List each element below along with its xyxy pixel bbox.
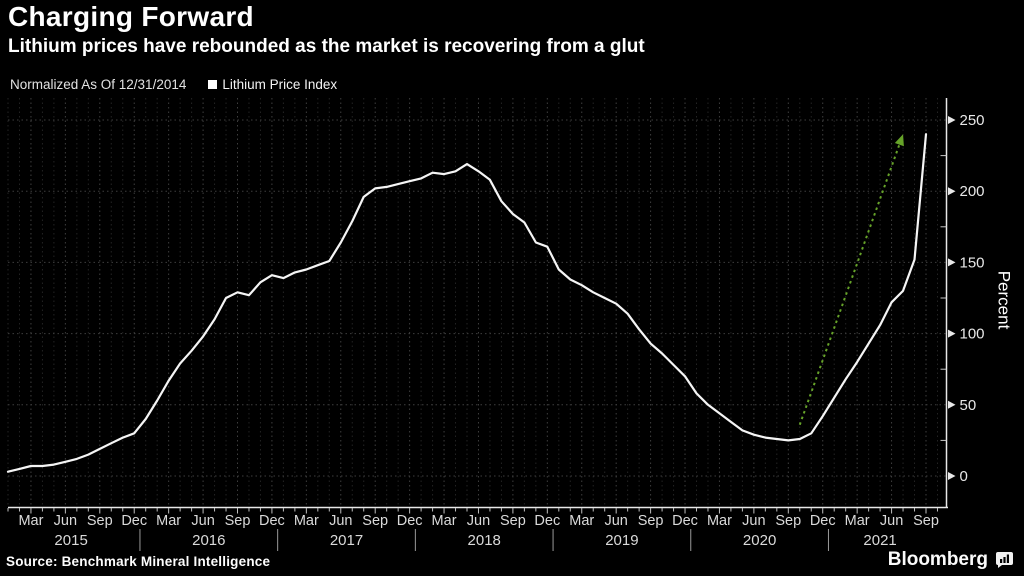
y-major-tick — [948, 258, 956, 267]
legend-normalization-note: Normalized As Of 12/31/2014 — [10, 77, 187, 92]
y-tick-label: 0 — [960, 468, 968, 485]
x-month-label: Jun — [191, 513, 214, 529]
y-major-tick — [948, 400, 956, 409]
y-axis: 0 50 100 150 200 250 Percent — [940, 112, 1014, 485]
x-year-label: 2017 — [330, 532, 363, 549]
x-month-label: Jun — [467, 513, 490, 529]
legend: Normalized As Of 12/31/2014 Lithium Pric… — [10, 77, 337, 92]
x-month-label: Sep — [775, 513, 801, 529]
x-month-label: Dec — [121, 513, 147, 529]
x-month-label: Mar — [845, 513, 870, 529]
series-swatch-icon — [208, 80, 218, 89]
y-major-tick — [948, 116, 956, 124]
chart-subtitle: Lithium prices have rebounded as the mar… — [8, 36, 645, 57]
x-month-label: Sep — [87, 513, 113, 529]
y-tick-label: 100 — [960, 326, 985, 343]
y-tick-label: 200 — [960, 183, 985, 200]
x-year-label: 2018 — [468, 532, 501, 549]
x-month-label: Dec — [259, 513, 285, 529]
bloomberg-terminal-icon — [996, 552, 1013, 568]
y-tick-label: 150 — [960, 254, 985, 271]
y-major-tick — [948, 329, 956, 338]
x-year-label: 2020 — [743, 532, 776, 549]
x-month-label: Mar — [18, 513, 43, 529]
source-attribution: Source: Benchmark Mineral Intelligence — [6, 554, 271, 569]
arrowhead-icon — [894, 134, 904, 147]
x-month-label: Sep — [362, 513, 388, 529]
x-month-label: Sep — [225, 513, 251, 529]
x-month-label: Mar — [432, 513, 457, 529]
x-month-label: Dec — [397, 513, 423, 529]
legend-series-entry: Lithium Price Index — [208, 77, 337, 92]
y-major-tick — [948, 472, 956, 480]
y-major-tick — [948, 187, 956, 196]
x-month-label: Dec — [672, 513, 698, 529]
x-month-label: Mar — [569, 513, 594, 529]
chart-title: Charging Forward — [8, 1, 254, 32]
x-year-label: 2016 — [192, 532, 225, 549]
x-month-label: Mar — [294, 513, 319, 529]
y-tick-label: 250 — [960, 112, 985, 129]
grid — [7, 98, 947, 508]
x-month-label: Jun — [604, 513, 627, 529]
x-month-label: Mar — [156, 513, 181, 529]
x-month-label: Mar — [707, 513, 732, 529]
x-month-label: Sep — [913, 513, 939, 529]
axes — [8, 98, 948, 509]
price-line — [6, 133, 928, 473]
x-month-label: Jun — [880, 513, 903, 529]
trend-arrow — [798, 134, 904, 426]
bloomberg-label: Bloomberg — [887, 549, 988, 570]
bloomberg-wordmark: Bloomberg — [888, 549, 1014, 571]
y-tick-label: 50 — [960, 397, 977, 414]
x-month-label: Jun — [742, 513, 765, 529]
x-month-label: Jun — [329, 513, 352, 529]
x-month-label: Dec — [810, 513, 836, 529]
x-month-label: Sep — [500, 513, 526, 529]
x-axis: Mar Jun Sep Dec Mar Jun Sep Dec Mar Jun Sep Dec Mar J… — [7, 508, 939, 551]
x-year-label: 2015 — [54, 532, 87, 549]
y-axis-title: Percent — [995, 271, 1014, 330]
legend-series-label: Lithium Price Index — [222, 77, 338, 92]
x-month-label: Dec — [534, 513, 560, 529]
x-year-label: 2021 — [863, 532, 896, 549]
x-month-label: Sep — [638, 513, 664, 529]
x-month-label: Jun — [54, 513, 77, 529]
x-year-label: 2019 — [605, 532, 638, 549]
